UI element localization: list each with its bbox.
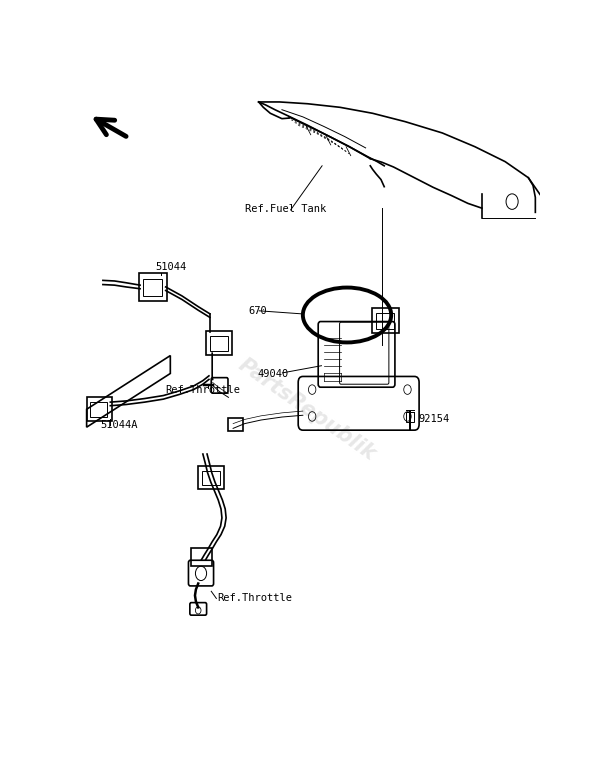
Text: PartsRepublik: PartsRepublik: [235, 354, 380, 464]
Text: 51044A: 51044A: [101, 420, 138, 430]
Text: 49040: 49040: [257, 369, 289, 379]
Text: Ref.Throttle: Ref.Throttle: [166, 384, 241, 394]
Text: 670: 670: [248, 306, 267, 315]
Text: Ref.Fuel Tank: Ref.Fuel Tank: [245, 205, 326, 215]
Text: 92154: 92154: [418, 414, 449, 424]
Text: Ref.Throttle: Ref.Throttle: [217, 594, 292, 604]
Text: 51044: 51044: [155, 262, 187, 272]
